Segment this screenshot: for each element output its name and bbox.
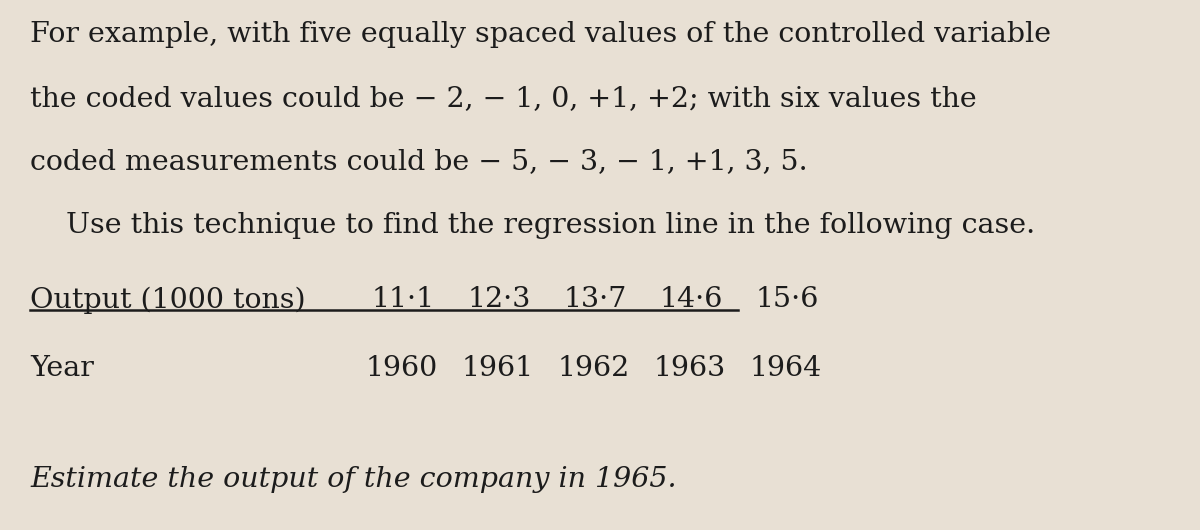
- Text: 1962: 1962: [558, 355, 630, 382]
- Text: 14·6: 14·6: [660, 286, 724, 313]
- Text: Output (1000 tons): Output (1000 tons): [30, 286, 306, 314]
- Text: 1960: 1960: [366, 355, 438, 382]
- Text: 12·3: 12·3: [468, 286, 532, 313]
- Text: 1964: 1964: [750, 355, 822, 382]
- Text: the coded values could be − 2, − 1, 0, +1, +2; with six values the: the coded values could be − 2, − 1, 0, +…: [30, 85, 977, 112]
- Text: 11·1: 11·1: [372, 286, 436, 313]
- Text: 1963: 1963: [654, 355, 726, 382]
- Text: 13·7: 13·7: [564, 286, 628, 313]
- Text: Use this technique to find the regression line in the following case.: Use this technique to find the regressio…: [30, 212, 1036, 239]
- Text: Year: Year: [30, 355, 94, 382]
- Text: For example, with five equally spaced values of the controlled variable: For example, with five equally spaced va…: [30, 21, 1051, 48]
- Text: 1961: 1961: [462, 355, 534, 382]
- Text: coded measurements could be − 5, − 3, − 1, +1, 3, 5.: coded measurements could be − 5, − 3, − …: [30, 148, 808, 175]
- Text: 15·6: 15·6: [756, 286, 820, 313]
- Text: Estimate the output of the company in 1965.: Estimate the output of the company in 19…: [30, 466, 677, 493]
